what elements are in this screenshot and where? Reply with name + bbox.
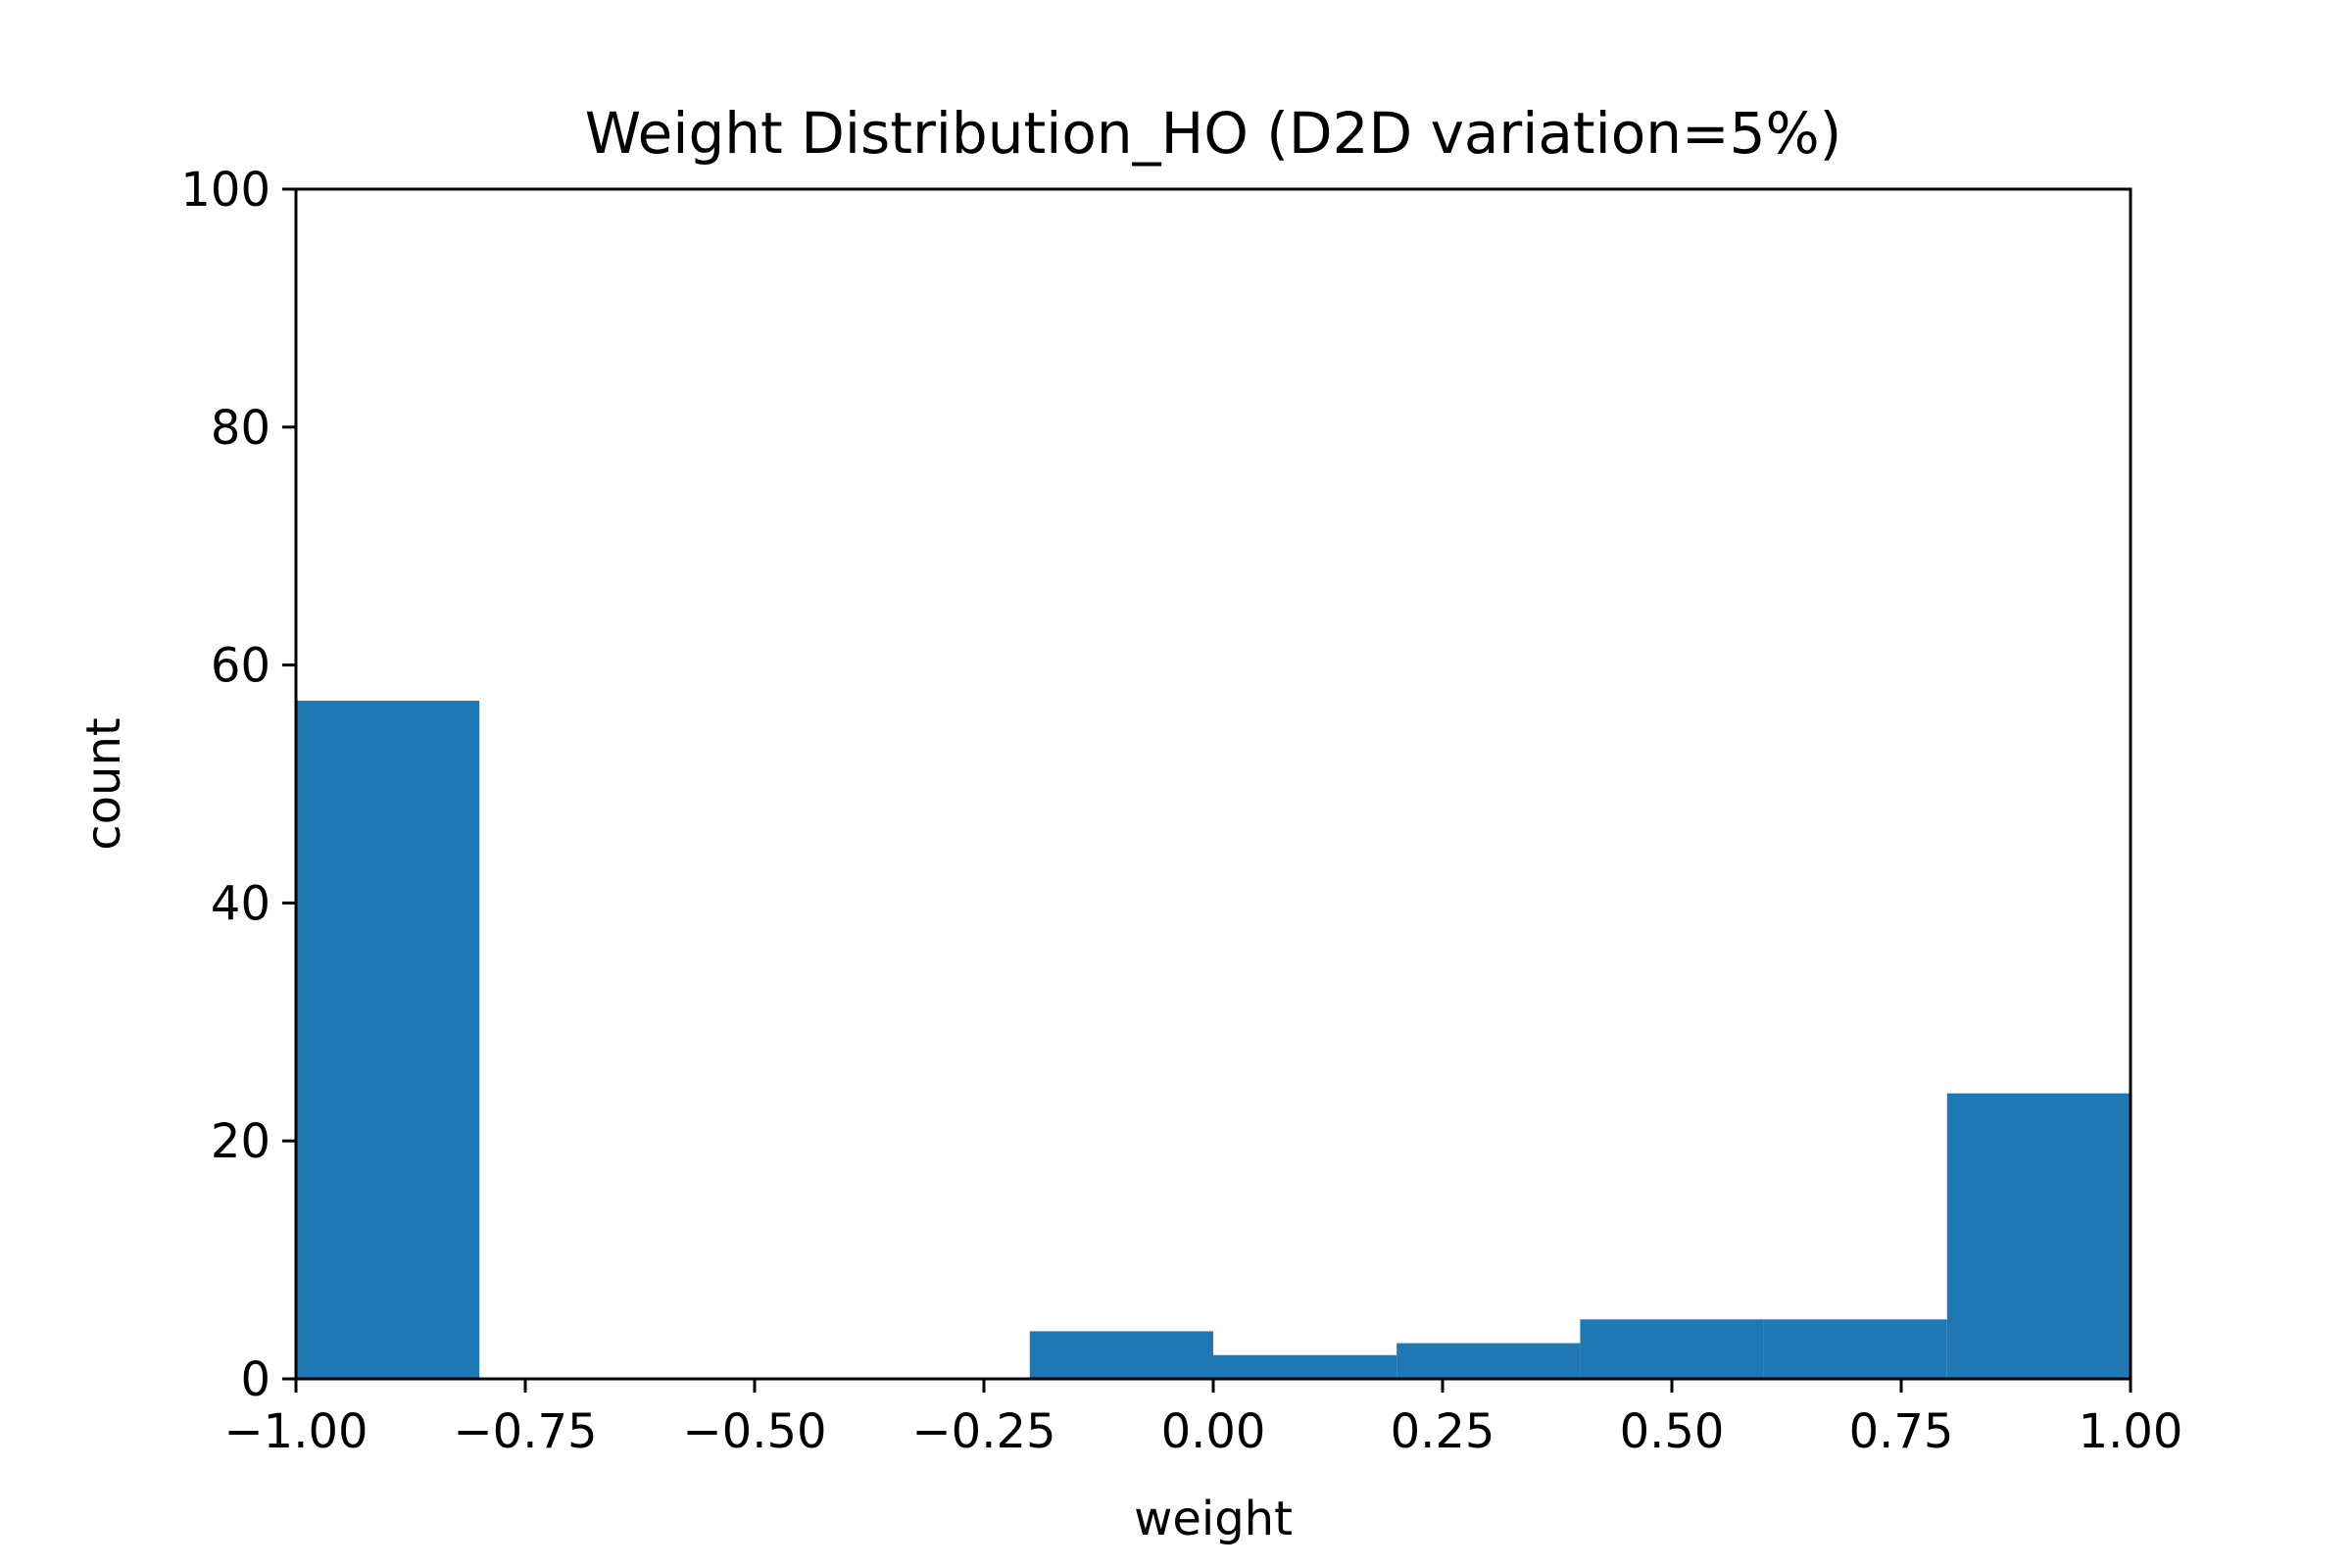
x-tick-label: 0.00 [1161, 1404, 1266, 1459]
histogram-bar-7 [1580, 1319, 1764, 1379]
bars-layer [296, 701, 2131, 1379]
y-axis-label: count [76, 717, 131, 850]
x-tick-label: 0.25 [1391, 1404, 1495, 1459]
y-tick-label: 0 [240, 1352, 270, 1407]
y-tick-label: 60 [211, 639, 270, 694]
plot-frame [294, 187, 2132, 1381]
x-tick-label: −1.00 [223, 1404, 368, 1459]
histogram-bar-4 [1029, 1331, 1213, 1379]
x-tick-label: −0.75 [453, 1404, 597, 1459]
histogram-bar-5 [1213, 1354, 1397, 1379]
x-axis-label: weight [1134, 1492, 1293, 1546]
ticks-layer: −1.00 −0.75 −0.50 −0.25 0.00 0.25 0.50 0.75 1.00… [180, 163, 2182, 1459]
histogram-bar-8 [1763, 1319, 1947, 1379]
histogram-bar-6 [1396, 1343, 1581, 1379]
x-tick-label: 0.75 [1849, 1404, 1954, 1459]
x-tick-label: −0.50 [682, 1404, 826, 1459]
x-tick-label: −0.25 [911, 1404, 1055, 1459]
histogram-bar-0 [296, 701, 480, 1379]
histogram-bar-9 [1946, 1093, 2131, 1379]
x-tick-label: 1.00 [2079, 1404, 2183, 1459]
x-tick-label: 0.50 [1620, 1404, 1725, 1459]
y-tick-label: 20 [211, 1114, 270, 1169]
y-tick-label: 100 [180, 163, 270, 218]
y-tick-label: 40 [211, 876, 270, 931]
y-tick-label: 80 [211, 401, 270, 456]
chart-title: Weight Distribution_HO (D2D variation=5%… [585, 100, 1842, 167]
